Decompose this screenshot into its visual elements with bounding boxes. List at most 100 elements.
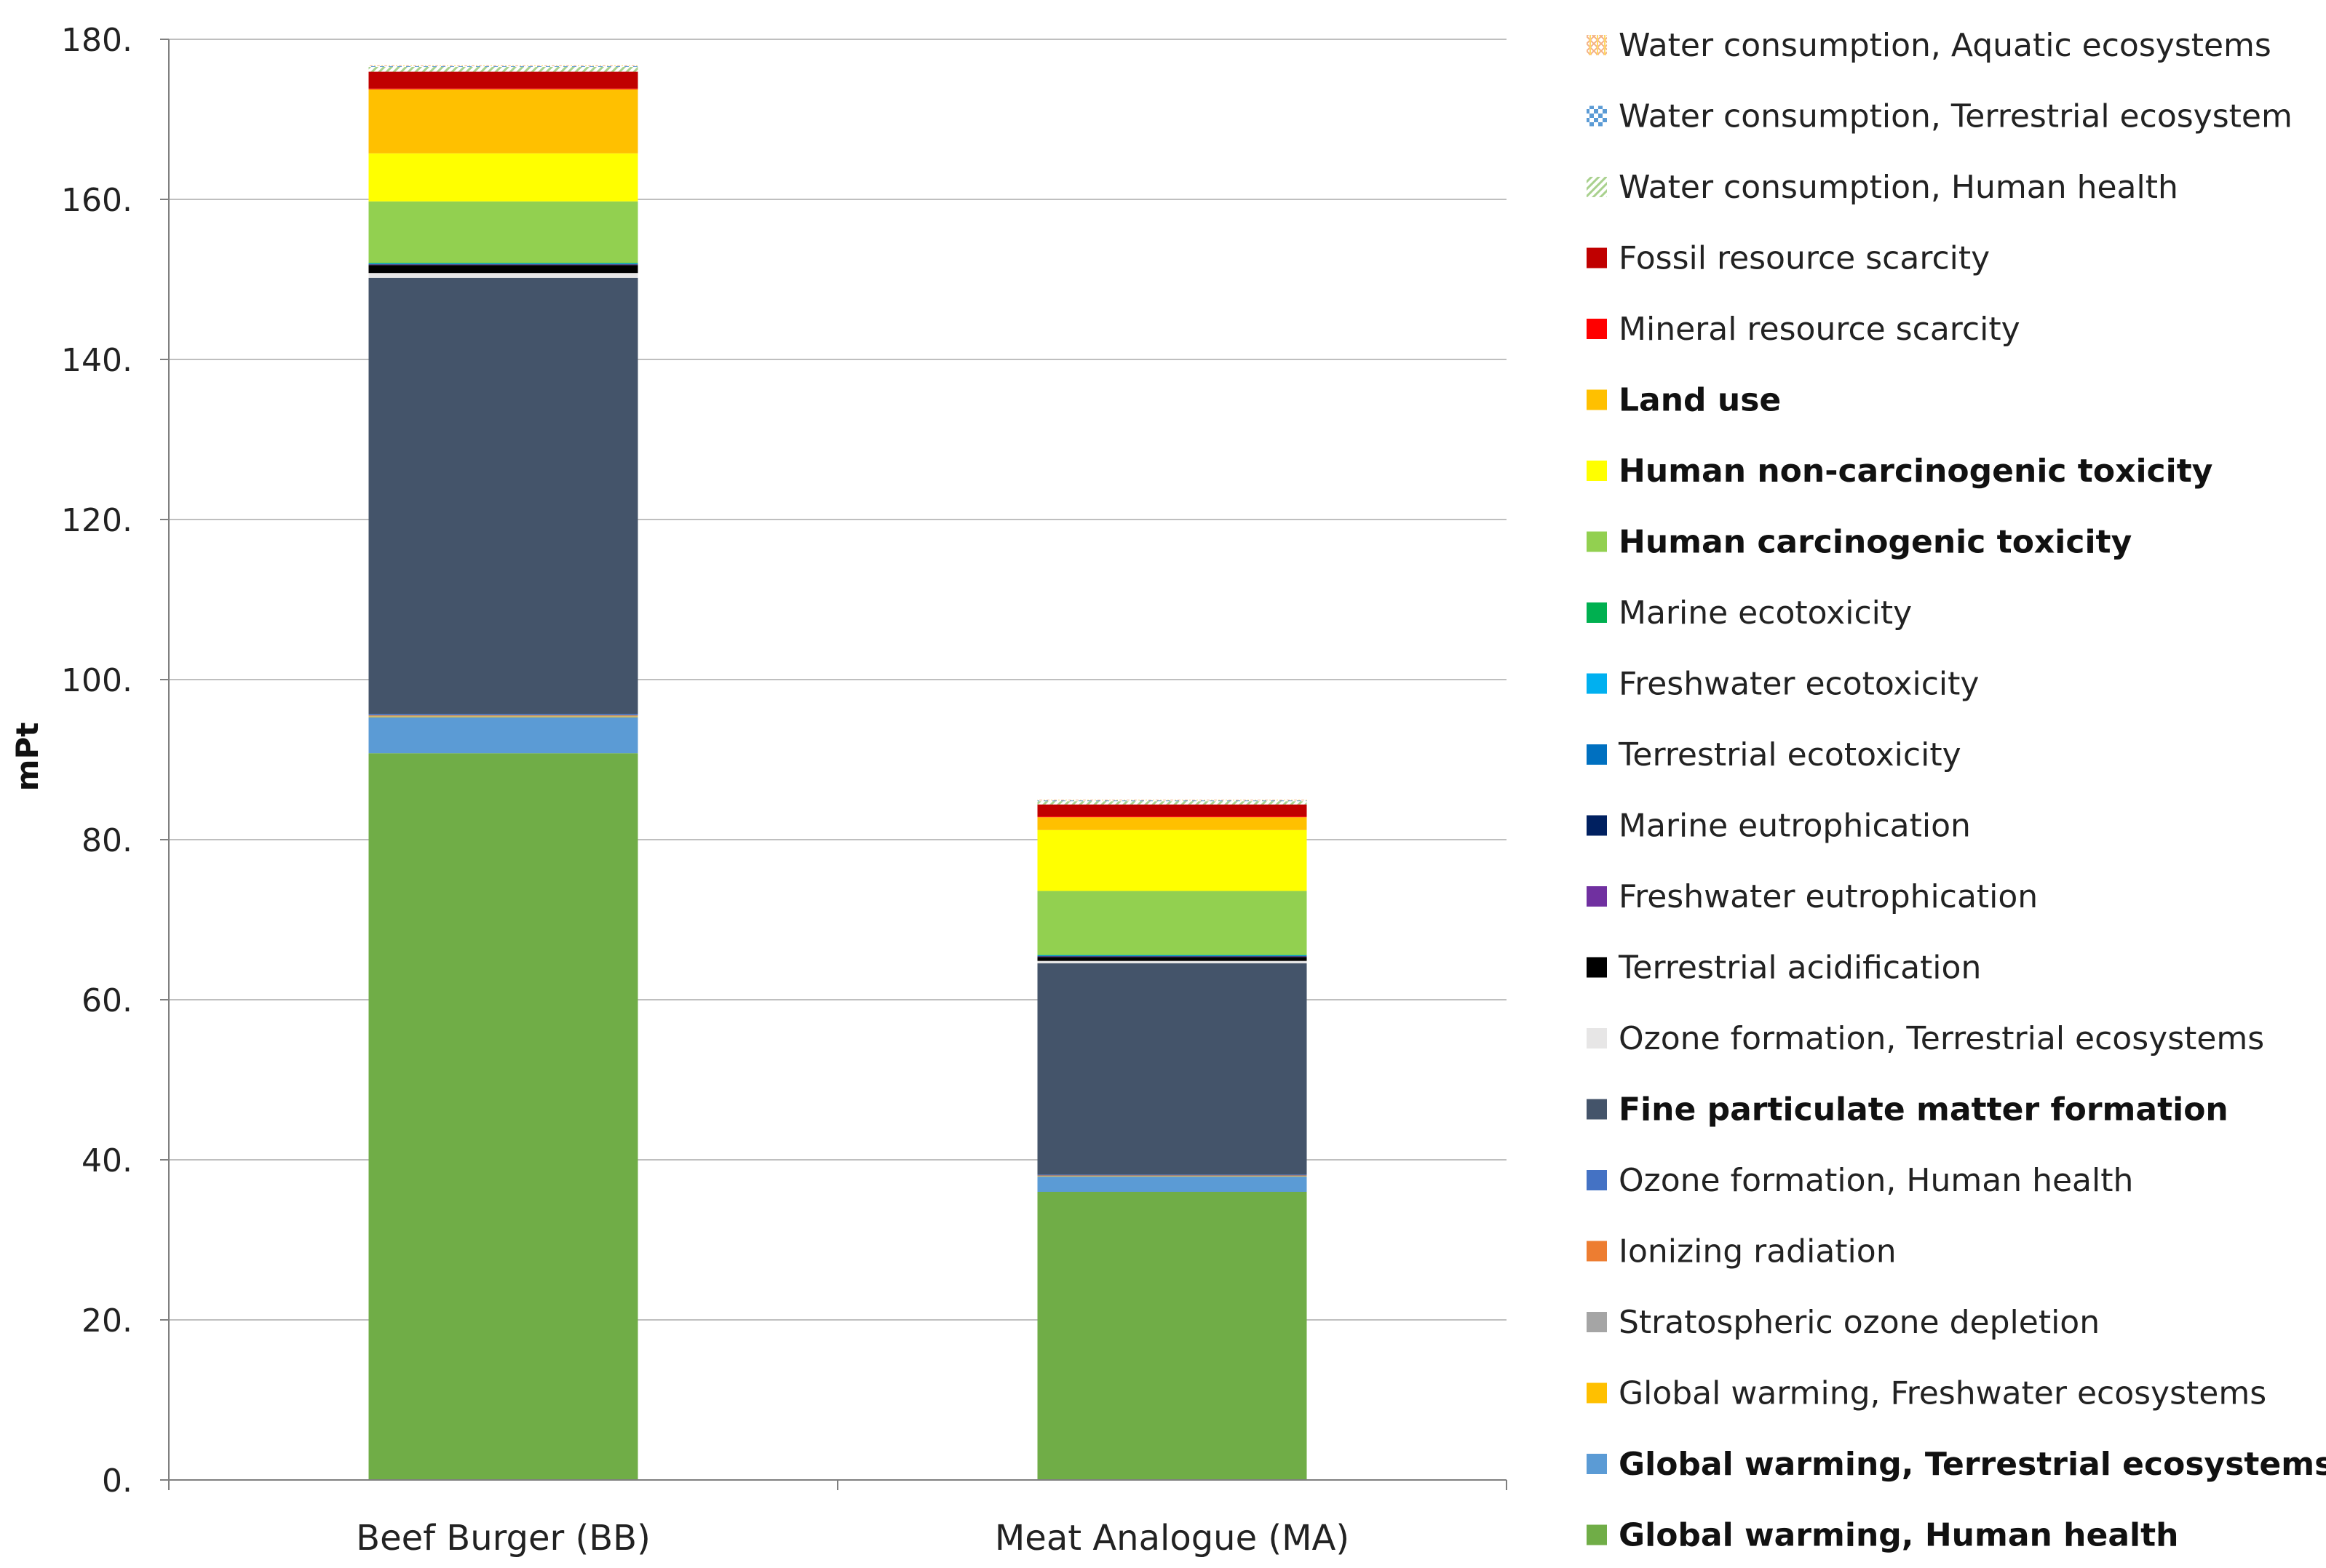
legend-swatch	[1587, 1382, 1607, 1404]
y-tick-label: 140.	[61, 342, 132, 379]
y-tick-label: 0.	[102, 1462, 132, 1500]
bar-segment	[368, 201, 638, 263]
bar-segment	[368, 753, 638, 1480]
legend-swatch	[1587, 1312, 1607, 1332]
bar-segment	[1037, 816, 1307, 818]
bar-segment	[368, 715, 638, 716]
bar-segment	[368, 277, 638, 715]
bar-segment	[368, 65, 638, 66]
bar-segment	[368, 715, 638, 717]
bar-segment	[368, 89, 638, 154]
legend-swatch	[1587, 1241, 1607, 1262]
bar-segment	[1037, 829, 1307, 891]
y-tick-label: 100.	[61, 662, 132, 699]
legend-label: Freshwater eutrophication	[1619, 878, 2038, 915]
bar-segment	[368, 263, 638, 265]
y-tick-label: 40.	[82, 1142, 132, 1179]
bar-segment	[1037, 1177, 1307, 1192]
y-tick-label: 160.	[61, 182, 132, 219]
bar-segment	[1037, 963, 1307, 1175]
legend-label: Ozone formation, Human health	[1619, 1162, 2133, 1199]
bar-segment	[368, 263, 638, 264]
legend-label: Fossil resource scarcity	[1619, 240, 1990, 277]
y-tick-label: 60.	[82, 982, 132, 1019]
legend-swatch	[1587, 247, 1607, 268]
legend-label: Freshwater ecotoxicity	[1619, 666, 1979, 703]
legend-label: Terrestrial acidification	[1618, 950, 1981, 987]
bar-segment	[1037, 955, 1307, 956]
bar-segment	[368, 153, 638, 202]
bar-segment	[368, 265, 638, 274]
bar-segment	[1037, 1176, 1307, 1177]
bar-segment	[368, 71, 638, 89]
legend-swatch	[1587, 177, 1607, 197]
legend-swatch	[1587, 1028, 1607, 1048]
bar-segment	[368, 65, 638, 67]
x-category-label: Beef Burger (BB)	[356, 1518, 651, 1559]
legend-swatch	[1587, 531, 1607, 552]
bar-segment	[1037, 817, 1307, 830]
legend-swatch	[1587, 389, 1607, 410]
y-axis-label: mPt	[9, 723, 45, 792]
legend-label: Ozone formation, Terrestrial ecosystems	[1619, 1020, 2264, 1057]
bar-segment	[1037, 956, 1307, 957]
bar-segment	[368, 264, 638, 266]
y-tick-label: 180.	[61, 22, 132, 59]
x-category-labels: Beef Burger (BB) Meat Analogue (MA)	[356, 1518, 1349, 1559]
legend-label: Global warming, Freshwater ecosystems	[1619, 1375, 2266, 1412]
legend-label: Ionizing radiation	[1619, 1233, 1897, 1270]
legend-swatch	[1587, 673, 1607, 694]
y-tick-label: 120.	[61, 502, 132, 539]
bar-segment	[1037, 960, 1307, 963]
bar-segment	[368, 273, 638, 278]
legend-label: Land use	[1619, 382, 1781, 419]
bar-segment	[1037, 800, 1307, 802]
bar-segment	[1037, 1192, 1307, 1480]
bar-segment	[1037, 956, 1307, 958]
legend-label: Global warming, Terrestrial ecosystems	[1619, 1446, 2326, 1483]
legend-swatch	[1587, 106, 1607, 127]
bar-segment	[1037, 801, 1307, 805]
legend-label: Terrestrial ecotoxicity	[1618, 736, 1961, 773]
bar-segment	[1037, 1175, 1307, 1176]
bar-segment	[1037, 1174, 1307, 1176]
bar-segment	[368, 264, 638, 265]
bar-segment	[368, 717, 638, 754]
legend-label: Global warming, Human health	[1619, 1517, 2178, 1554]
bar-segment	[1037, 955, 1307, 957]
legend-label: Human carcinogenic toxicity	[1619, 524, 2132, 561]
legend-label: Mineral resource scarcity	[1619, 311, 2020, 348]
legend: Water consumption, Aquatic ecosystems Wat…	[1587, 27, 2326, 1554]
legend-swatch	[1587, 1524, 1607, 1545]
bar-segment	[1037, 891, 1307, 955]
legend-swatch	[1587, 886, 1607, 907]
y-tick-labels: 0. 20. 40. 60. 80. 100. 120. 140. 160. 180.	[61, 22, 132, 1500]
legend-swatch	[1587, 815, 1607, 836]
legend-label: Stratospheric ozone depletion	[1619, 1304, 2100, 1341]
legend-swatch	[1587, 744, 1607, 765]
legend-label: Marine ecotoxicity	[1619, 594, 1912, 632]
legend-label: Human non-carcinogenic toxicity	[1619, 453, 2212, 490]
bar-segment	[368, 66, 638, 72]
legend-swatch	[1587, 1454, 1607, 1474]
bars	[368, 65, 1307, 1480]
legend-label: Water consumption, Terrestrial ecosystem	[1619, 98, 2293, 135]
y-tick-label: 80.	[82, 822, 132, 859]
legend-swatch	[1587, 319, 1607, 339]
legend-swatch	[1587, 1170, 1607, 1190]
legend-swatch	[1587, 602, 1607, 623]
legend-swatch	[1587, 461, 1607, 481]
y-tick-label: 20.	[82, 1302, 132, 1340]
legend-swatch	[1587, 957, 1607, 978]
axes	[160, 39, 1507, 1490]
legend-label: Water consumption, Human health	[1619, 169, 2178, 206]
legend-label: Water consumption, Aquatic ecosystems	[1619, 27, 2271, 64]
legend-swatch	[1587, 1099, 1607, 1120]
bar-segment	[1037, 804, 1307, 817]
legend-swatch	[1587, 35, 1607, 55]
bar-segment	[1037, 957, 1307, 961]
x-category-label: Meat Analogue (MA)	[995, 1518, 1349, 1559]
legend-label: Marine eutrophication	[1619, 808, 1971, 845]
bar-segment	[368, 714, 638, 715]
